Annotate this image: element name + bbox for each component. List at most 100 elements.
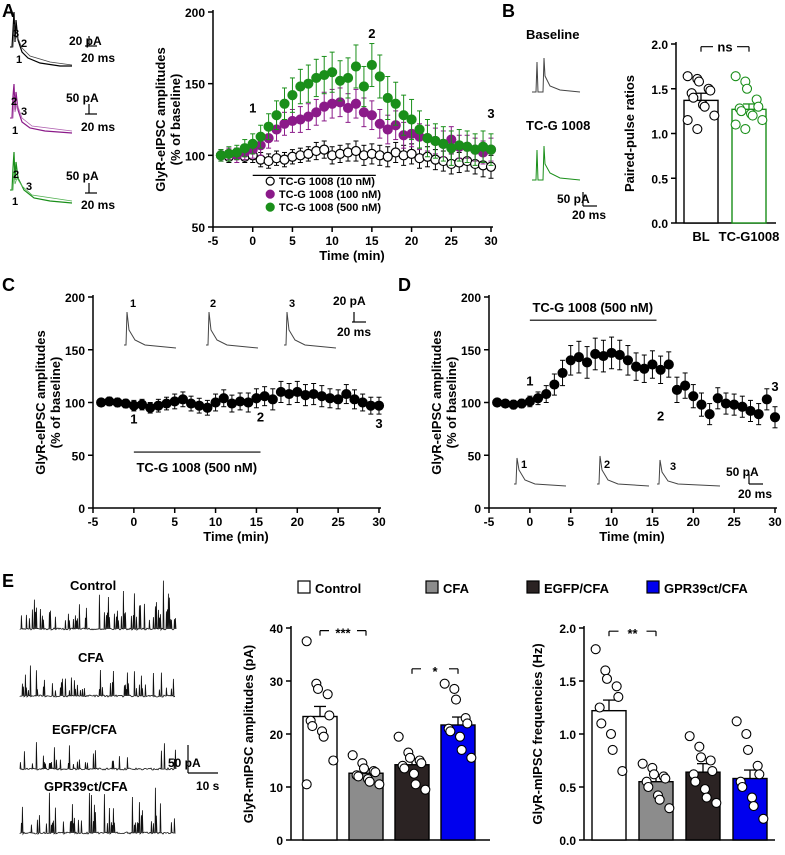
chartE2-point [648,769,660,780]
chartD-xtick-label: 25 [727,515,741,529]
chartD-s0-point [647,359,658,370]
c-trace-label-2: 2 [210,298,216,310]
chartA-s1-point [374,118,385,129]
chartA-s1-point [311,107,322,118]
chartA-s2-point [279,98,290,109]
e-trace-egfp [19,742,177,771]
chartD-s0-point [622,355,634,366]
chartE1-point [439,678,450,689]
chartC-s0-point [96,397,107,408]
chartB-ytick-label: 1.0 [651,128,668,142]
chartA-y-label-line1: GlyR-eIPSC amplitudes [153,47,168,191]
chart-e2: 0.0 0.5 1.0 1.5 2.0 GlyR-mIPSC frequencies (H… [530,622,775,848]
chartC-x-label: Time (min) [203,529,269,544]
chartC-y-label-line1: GlyR-eIPSC amplitudes [33,330,48,474]
chartD-s0-point [680,380,691,391]
a-legend-label-0: TC-G 1008 (10 nM) [279,176,375,188]
chartB-point [757,115,768,126]
chartD-s0-point [541,388,552,400]
chartD-s0-point [704,409,715,420]
chartA-s2-point [239,143,250,154]
a-legend-marker-1 [265,189,275,199]
chartB-point [692,123,703,135]
a-trace-label-1: 1 [16,54,22,66]
b-baseline-label: Baseline [526,27,579,42]
chartC-s0-point [324,393,336,404]
chartC-s0-point [267,394,278,405]
chartD-y-label-line2: (% of baseline) [444,357,459,449]
e-legend-label-2: EGFP/CFA [544,581,610,596]
a-scalebar-3-y: 50 pA [66,169,99,183]
chartE2-point [705,755,716,766]
chartD-s0-point [581,357,593,368]
e-trace-cfa [19,665,176,698]
chartA-ytick-label: 150 [185,78,205,92]
e-trace-control [19,580,177,632]
chartD-s0-point [549,379,560,390]
chartC-xtick-label: 25 [331,515,345,529]
chartB-ytick-label: 2.0 [651,38,668,52]
e-legend-swatch-2 [526,580,540,594]
a-trace-purple-label-3: 3 [21,106,27,118]
chartC-ytick-label: 100 [65,397,85,411]
chartE2-point [590,644,601,655]
chartE1-point [312,683,324,695]
chartC-s0-point [300,390,311,401]
sig-label-1: * [432,664,438,679]
chartE2-point [742,744,754,755]
c-marker-1: 1 [130,412,137,427]
chartC-s0-point [153,400,164,411]
chartE1-point [410,779,421,790]
e-trace-label-cfa: CFA [78,650,105,665]
c-marker-3: 3 [375,416,382,431]
chartA-xtick-label: -5 [208,234,219,248]
b-sig-bg [713,38,737,53]
chartC-xtick-label: 10 [209,515,223,529]
sig-label-0: ** [627,626,638,641]
e-legend-swatch-0 [297,580,311,594]
e-legend-label-0: Control [315,581,361,596]
chartD-x-label: Time (min) [599,529,665,544]
chartD-s0-point [508,399,519,410]
chartD-s0-point [655,364,666,375]
chartE1-point [420,784,431,795]
chartD-s0-point [712,393,723,404]
chartD-ytick-label: 100 [461,397,481,411]
a-trace-black: 3 2 1 [10,11,73,67]
chartC-s0-point [112,397,123,408]
chartE2-point [664,803,675,814]
chartA-s0-point [382,151,393,162]
chartD-s0-point [729,399,740,410]
chartE1-point [318,731,329,742]
chartE1-point [466,752,477,763]
sig-bg-0 [329,622,357,635]
chartB-ytick-label: 0.0 [651,217,668,231]
chartA-s2-point [350,61,362,72]
chartB-point [741,83,753,94]
chartE1-point [416,758,427,769]
chartB-ytick-label: 0.5 [651,172,668,186]
chartE2-point [711,797,722,808]
chartE2-point [754,769,765,780]
d-traces: 1 2 3 [514,455,721,487]
chartC-xtick-label: 15 [250,515,264,529]
chartA-s2-point [382,92,393,104]
chartA-s2-point [374,71,385,82]
a-legend-marker-0 [265,176,275,186]
a-marker-1: 1 [249,100,256,115]
chartD-s0-point [606,347,617,359]
chartA-s2-point [303,78,314,89]
c-traces: 1 2 3 [124,298,337,349]
chartB-xtick-label-0: BL [692,229,709,244]
chartC-s0-point [210,397,221,408]
chartA-s2-point [231,147,242,158]
chartC-s0-point [226,398,238,409]
chartE1-ytick-label: 0 [276,834,283,848]
chartC-ytick-label: 0 [78,502,85,516]
b-scalebar-x: 20 ms [572,208,606,222]
sig-bg-0 [618,623,647,636]
chartB-point [753,101,764,112]
chartE1-point [462,718,473,729]
chartA-x-label: Time (min) [319,248,385,263]
